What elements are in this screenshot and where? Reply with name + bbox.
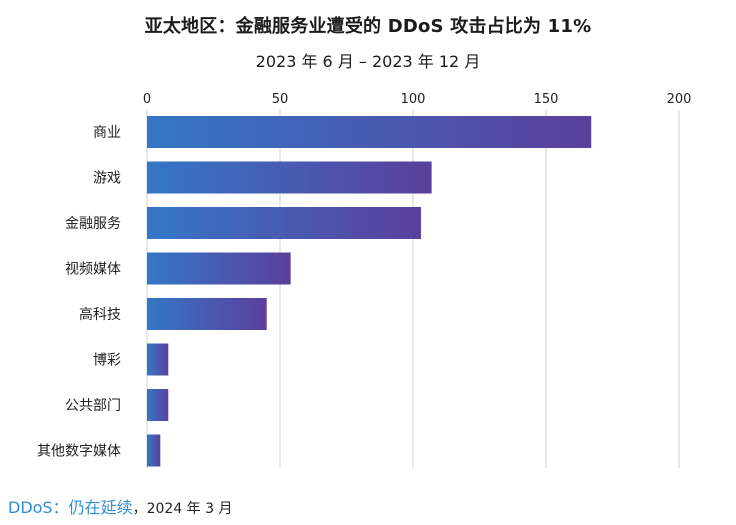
category-label: 商业 — [93, 125, 121, 141]
bar — [147, 389, 169, 421]
x-tick-label: 100 — [401, 92, 426, 107]
category-label: 高科技 — [79, 306, 121, 323]
category-label: 公共部门 — [65, 398, 121, 414]
chart-subtitle: 2023 年 6 月 – 2023 年 12 月 — [255, 52, 481, 71]
x-axis-ticks: 0 50 100 150 200 — [143, 92, 692, 107]
bar — [147, 116, 592, 148]
bars — [147, 116, 592, 467]
x-tick-label: 50 — [272, 92, 289, 107]
category-label: 视频媒体 — [65, 262, 121, 278]
bar — [147, 343, 169, 376]
chart-title: 亚太地区：金融服务业遭受的 DDoS 攻击占比为 11% — [144, 16, 592, 37]
x-tick-label: 150 — [534, 92, 559, 107]
category-label: 游戏 — [93, 171, 121, 187]
x-tick-label: 200 — [667, 92, 692, 107]
bar — [147, 298, 267, 330]
footer: DDoS：仍在延续，2024 年 3 月 — [8, 494, 232, 518]
bar — [147, 161, 432, 194]
footer-date: ，2024 年 3 月 — [132, 501, 233, 517]
x-tick-label: 0 — [143, 92, 151, 107]
category-label: 金融服务 — [65, 216, 121, 232]
bar — [147, 207, 421, 239]
bar — [147, 252, 291, 285]
bar — [147, 434, 161, 467]
category-label: 博彩 — [93, 352, 121, 369]
footer-brand: DDoS：仍在延续 — [8, 498, 133, 517]
category-label: 其他数字媒体 — [37, 444, 121, 460]
